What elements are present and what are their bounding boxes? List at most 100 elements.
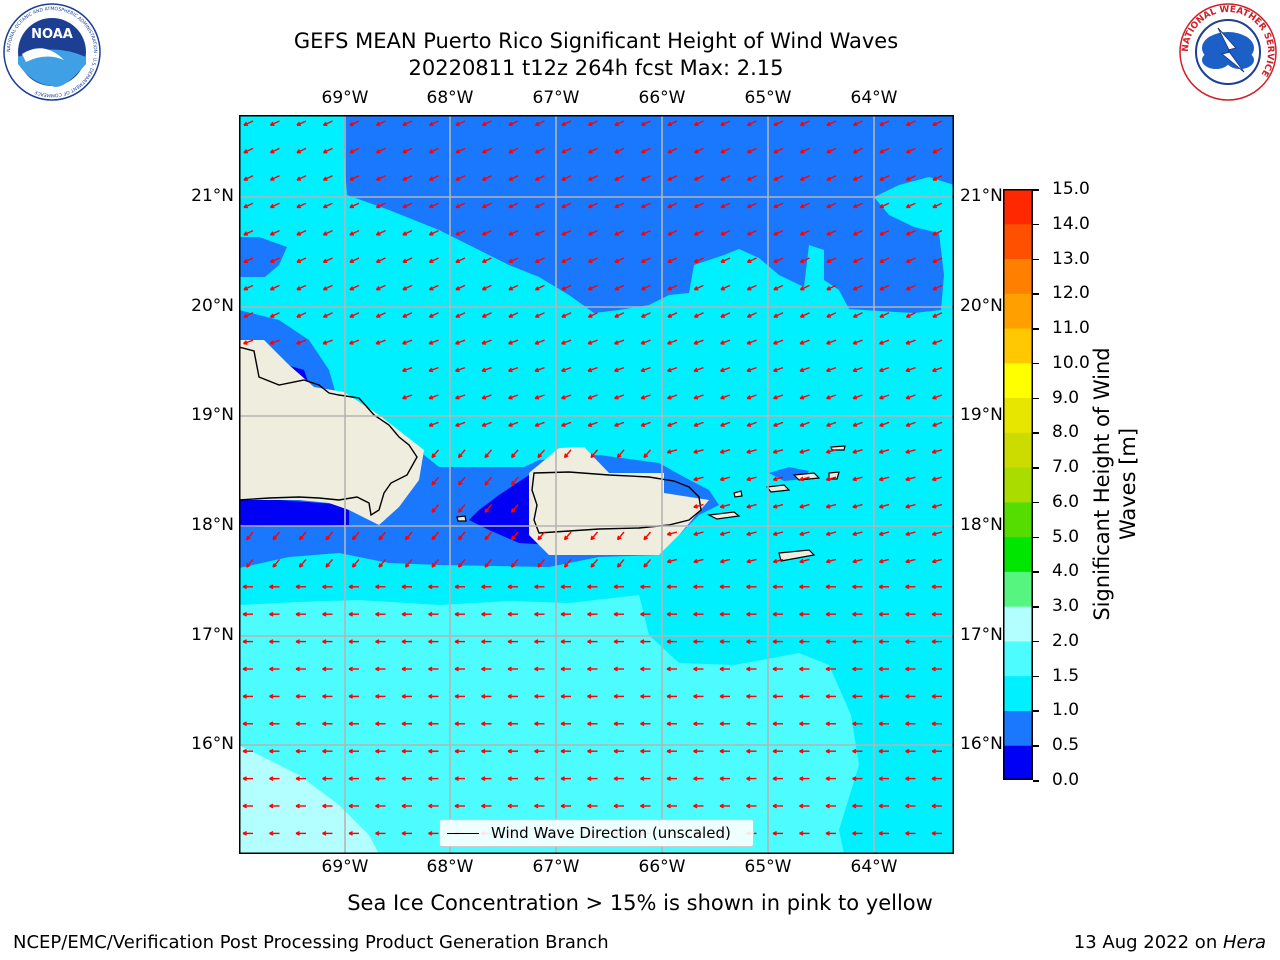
colorbar-tick-mark — [1033, 293, 1039, 295]
band-1-5-2-0-south — [239, 595, 859, 854]
wave-direction-arrowhead — [561, 313, 566, 318]
wave-direction-arrow — [429, 257, 439, 263]
wave-direction-arrowhead — [269, 340, 275, 345]
lat-label-right: 17°N — [960, 625, 1003, 645]
wave-direction-arrowhead — [322, 831, 327, 836]
wave-direction-arrowhead — [481, 666, 486, 672]
wave-direction-arrowhead — [349, 203, 354, 209]
wave-direction-arrowhead — [375, 258, 381, 263]
wave-direction-arrow — [537, 449, 546, 458]
wave-direction-arrow — [376, 284, 386, 291]
wave-direction-arrow — [641, 284, 651, 291]
wave-direction-arrowhead — [773, 121, 778, 126]
wave-direction-arrow — [323, 147, 333, 154]
wave-direction-arrowhead — [322, 584, 327, 590]
land-hispaniola — [239, 340, 424, 525]
wave-direction-arrowhead — [484, 563, 490, 568]
wave-direction-arrow — [667, 312, 678, 318]
wave-direction-arrow — [587, 339, 598, 345]
wave-direction-arrowhead — [693, 639, 698, 644]
wave-direction-arrowhead — [560, 748, 565, 754]
wave-direction-arrowhead — [932, 176, 937, 181]
wave-direction-arrowhead — [481, 340, 487, 345]
wave-direction-arrowhead — [879, 258, 884, 263]
colorbar-tick-label: 5.0 — [1052, 526, 1080, 547]
wave-direction-arrowhead — [587, 313, 593, 318]
wave-direction-arrow — [747, 257, 757, 263]
wave-direction-arrowhead — [401, 584, 406, 590]
wave-direction-arrowhead — [587, 748, 592, 754]
wave-direction-arrowhead — [349, 286, 354, 291]
wave-direction-arrowhead — [322, 721, 327, 727]
wave-direction-arrowhead — [402, 231, 407, 236]
wave-direction-arrow — [429, 202, 439, 209]
wave-direction-arrowhead — [825, 584, 830, 590]
wave-direction-arrowhead — [613, 584, 618, 590]
wave-direction-arrow — [617, 531, 625, 541]
wave-direction-arrow — [614, 120, 625, 126]
wave-direction-arrowhead — [826, 258, 831, 263]
wave-direction-arrow — [747, 120, 757, 126]
wave-direction-arrowhead — [269, 639, 274, 644]
wave-direction-arrow — [270, 229, 280, 236]
wave-direction-arrow — [641, 229, 651, 236]
wave-direction-arrowhead — [666, 584, 671, 590]
wave-direction-arrowhead — [508, 149, 513, 154]
wave-direction-arrowhead — [481, 176, 487, 181]
wave-direction-arrow — [693, 503, 704, 508]
wave-direction-arrowhead — [375, 748, 380, 754]
wave-direction-arrow — [720, 120, 731, 126]
wave-direction-arrowhead — [826, 286, 831, 291]
wave-direction-arrowhead — [243, 313, 248, 318]
wave-direction-arrow — [826, 257, 837, 263]
wave-direction-arrowhead — [296, 313, 301, 318]
wave-direction-arrowhead — [455, 231, 460, 236]
wave-direction-arrowhead — [614, 286, 619, 291]
wave-direction-arrowhead — [640, 313, 646, 318]
wave-direction-arrowhead — [401, 666, 406, 672]
wave-direction-arrow — [323, 175, 333, 181]
wave-direction-arrowhead — [931, 584, 936, 590]
wave-direction-arrow — [800, 202, 810, 209]
band-0-5-1-0-west — [239, 237, 287, 277]
wave-direction-arrowhead — [905, 449, 910, 454]
wave-direction-arrowhead — [852, 776, 857, 781]
colorbar-cell — [1003, 223, 1033, 260]
wave-direction-arrow — [511, 504, 519, 513]
wave-direction-arrowhead — [587, 611, 592, 617]
wave-direction-arrowhead — [667, 286, 672, 291]
wave-direction-arrow — [694, 257, 704, 263]
wave-direction-arrow — [243, 147, 254, 154]
wave-direction-arrow — [826, 284, 837, 291]
wave-direction-arrow — [508, 339, 519, 345]
wave-direction-arrow — [511, 558, 519, 568]
wave-direction-arrow — [905, 366, 916, 372]
wave-direction-arrowhead — [773, 313, 778, 318]
wave-direction-arrowhead — [852, 149, 858, 154]
wave-direction-arrowhead — [587, 340, 593, 345]
wave-direction-arrow — [826, 175, 837, 181]
wave-direction-arrowhead — [269, 694, 274, 699]
wave-direction-arrowhead — [640, 584, 645, 590]
wave-direction-arrowhead — [534, 121, 540, 126]
footer-date: 13 Aug 2022 on Hera — [1074, 932, 1266, 953]
wave-direction-arrowhead — [242, 639, 247, 644]
wave-direction-arrowhead — [640, 748, 645, 754]
wave-direction-arrowhead — [667, 313, 672, 318]
wave-direction-arrow — [906, 257, 916, 263]
noaa-logo: NOAA NATIONAL OCEANIC AND ATMOSPHERIC AD… — [3, 3, 101, 101]
lat-label-left: 16°N — [191, 734, 234, 754]
wave-direction-arrowhead — [587, 666, 592, 672]
wave-direction-arrowhead — [454, 694, 459, 699]
wave-direction-arrow — [853, 257, 863, 263]
wave-direction-arrowhead — [560, 584, 565, 590]
wave-direction-arrow — [376, 147, 386, 154]
wave-direction-arrowhead — [905, 694, 910, 699]
wave-direction-arrow — [296, 284, 307, 291]
wave-direction-arrowhead — [269, 286, 275, 291]
wave-direction-arrow — [535, 312, 545, 318]
colorbar-tick-mark — [1033, 362, 1039, 365]
wave-direction-arrowhead — [879, 340, 884, 345]
wave-direction-arrowhead — [932, 313, 937, 318]
wave-direction-arrow — [349, 339, 360, 345]
